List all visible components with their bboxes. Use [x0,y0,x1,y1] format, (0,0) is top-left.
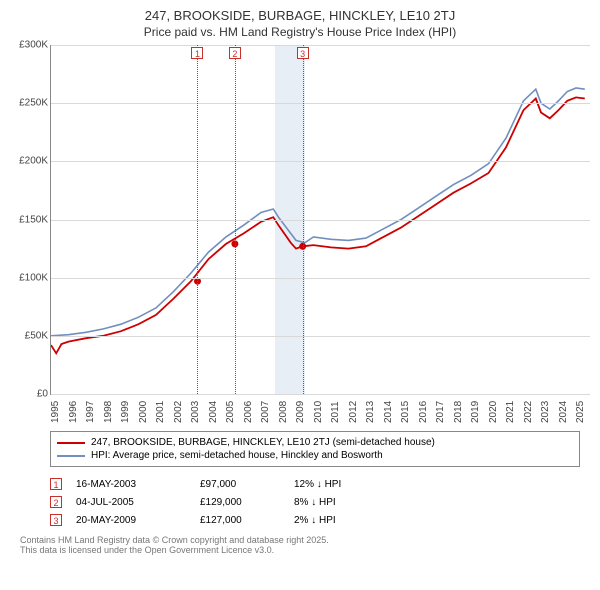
x-tick-label: 2003 [190,401,201,423]
x-tick-label: 2018 [453,401,464,423]
event-number: 2 [50,496,62,508]
x-tick-label: 2020 [488,401,499,423]
x-tick-label: 1998 [103,401,114,423]
event-marker-box: 2 [229,47,241,59]
y-axis-labels: £0£50K£100K£150K£200K£250K£300K [10,45,50,395]
y-tick-label: £0 [37,389,48,400]
legend-label: 247, BROOKSIDE, BURBAGE, HINCKLEY, LE10 … [91,437,435,448]
event-row: 1 16-MAY-2003 £97,000 12% ↓ HPI [50,475,580,493]
event-date: 16-MAY-2003 [76,479,186,490]
x-tick-label: 2000 [138,401,149,423]
event-delta: 12% ↓ HPI [294,479,341,490]
x-tick-label: 2016 [418,401,429,423]
gridline-h [51,278,590,279]
event-price: £97,000 [200,479,280,490]
event-delta: 8% ↓ HPI [294,497,336,508]
legend-label: HPI: Average price, semi-detached house,… [91,450,383,461]
x-tick-label: 2013 [365,401,376,423]
x-tick-label: 1995 [50,401,61,423]
x-tick-label: 2014 [383,401,394,423]
series-hpi [51,88,585,336]
y-tick-label: £300K [19,40,48,51]
legend-swatch [57,442,85,444]
footer-line1: Contains HM Land Registry data © Crown c… [20,535,580,545]
legend-item: 247, BROOKSIDE, BURBAGE, HINCKLEY, LE10 … [57,436,573,449]
gridline-h [51,161,590,162]
gridline-h [51,45,590,46]
y-tick-label: £200K [19,156,48,167]
x-tick-label: 1996 [68,401,79,423]
events-table: 1 16-MAY-2003 £97,000 12% ↓ HPI 2 04-JUL-2005… [50,475,580,529]
event-price: £127,000 [200,515,280,526]
gridline-h [51,220,590,221]
footer: Contains HM Land Registry data © Crown c… [20,535,580,555]
x-tick-label: 2008 [278,401,289,423]
x-tick-label: 2025 [575,401,586,423]
y-tick-label: £100K [19,272,48,283]
event-marker-box: 1 [191,47,203,59]
chart-titles: 247, BROOKSIDE, BURBAGE, HINCKLEY, LE10 … [10,8,590,39]
x-tick-label: 2010 [313,401,324,423]
x-tick-label: 1999 [120,401,131,423]
x-tick-label: 2015 [400,401,411,423]
gridline-h [51,336,590,337]
y-tick-label: £50K [25,330,48,341]
x-tick-label: 2024 [558,401,569,423]
x-tick-label: 2007 [260,401,271,423]
event-marker-box: 3 [297,47,309,59]
series-price_paid [51,97,585,353]
x-tick-label: 1997 [85,401,96,423]
event-vline [235,45,236,394]
x-tick-label: 2004 [208,401,219,423]
x-axis-labels: 1995 1996 1997 1998 1999 2000 2001 2002 2003 2004… [50,395,590,425]
event-row: 2 04-JUL-2005 £129,000 8% ↓ HPI [50,493,580,511]
chart-container: 247, BROOKSIDE, BURBAGE, HINCKLEY, LE10 … [0,0,600,561]
x-tick-label: 2017 [435,401,446,423]
x-tick-label: 2011 [330,401,341,423]
y-tick-label: £150K [19,214,48,225]
event-vline [303,45,304,394]
legend-swatch [57,455,85,457]
event-row: 3 20-MAY-2009 £127,000 2% ↓ HPI [50,511,580,529]
x-tick-label: 2019 [470,401,481,423]
y-tick-label: £250K [19,98,48,109]
event-price: £129,000 [200,497,280,508]
gridline-h [51,103,590,104]
x-tick-label: 2022 [523,401,534,423]
x-tick-label: 2002 [173,401,184,423]
chart-title-line1: 247, BROOKSIDE, BURBAGE, HINCKLEY, LE10 … [10,8,590,23]
x-tick-label: 2021 [505,401,516,423]
x-tick-label: 2012 [348,401,359,423]
x-tick-label: 2001 [155,401,166,423]
event-delta: 2% ↓ HPI [294,515,336,526]
chart-title-line2: Price paid vs. HM Land Registry's House … [10,25,590,39]
event-date: 04-JUL-2005 [76,497,186,508]
x-tick-label: 2009 [295,401,306,423]
footer-line2: This data is licensed under the Open Gov… [20,545,580,555]
event-date: 20-MAY-2009 [76,515,186,526]
event-number: 1 [50,478,62,490]
event-number: 3 [50,514,62,526]
event-vline [197,45,198,394]
plot: 1 2 3 [50,45,590,395]
x-tick-label: 2023 [540,401,551,423]
plot-area: £0£50K£100K£150K£200K£250K£300K 123 [10,45,590,395]
legend-item: HPI: Average price, semi-detached house,… [57,449,573,462]
x-tick-label: 2006 [243,401,254,423]
legend: 247, BROOKSIDE, BURBAGE, HINCKLEY, LE10 … [50,431,580,467]
x-tick-label: 2005 [225,401,236,423]
